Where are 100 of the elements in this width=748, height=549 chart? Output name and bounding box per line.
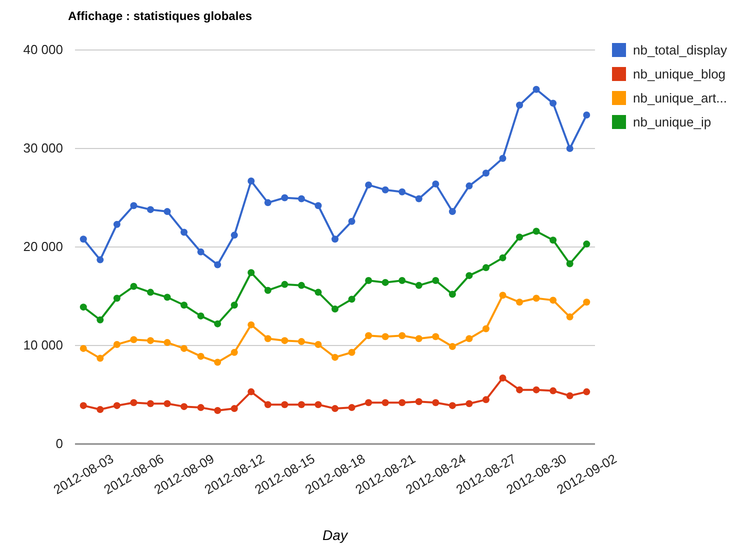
point xyxy=(448,402,456,410)
point xyxy=(466,400,473,408)
point xyxy=(332,306,338,313)
point xyxy=(516,386,524,394)
point xyxy=(398,188,406,196)
point xyxy=(566,145,574,152)
legend-label: nb_unique_ip xyxy=(633,114,712,130)
point xyxy=(298,401,305,408)
point xyxy=(365,181,372,188)
point xyxy=(230,232,238,239)
point xyxy=(398,399,406,406)
point xyxy=(499,292,506,299)
point xyxy=(230,302,238,309)
point xyxy=(432,333,440,340)
point xyxy=(281,194,288,202)
point xyxy=(298,282,305,289)
point xyxy=(348,404,356,412)
point xyxy=(80,402,87,410)
point xyxy=(516,298,524,306)
point xyxy=(482,264,490,272)
point xyxy=(432,180,440,188)
point xyxy=(230,405,238,412)
point xyxy=(583,298,590,306)
point xyxy=(96,256,104,264)
point xyxy=(415,282,422,289)
point xyxy=(398,332,406,340)
y-tick-label: 40 000 xyxy=(23,42,63,58)
point xyxy=(180,403,188,410)
point xyxy=(248,178,255,185)
point xyxy=(432,399,440,406)
point xyxy=(566,313,574,320)
point xyxy=(298,338,305,346)
point xyxy=(466,272,473,280)
legend-label: nb_total_display xyxy=(633,42,728,58)
point xyxy=(96,406,104,414)
point xyxy=(80,344,87,352)
point xyxy=(499,374,506,382)
point xyxy=(583,240,590,248)
point xyxy=(348,348,356,356)
y-tick-label: 10 000 xyxy=(23,338,63,353)
point xyxy=(482,170,490,177)
y-tick-label: 30 000 xyxy=(23,140,63,156)
point xyxy=(214,407,222,414)
point xyxy=(415,335,422,342)
point xyxy=(197,312,204,320)
point xyxy=(382,186,389,194)
point xyxy=(332,405,338,412)
point xyxy=(146,288,154,296)
point xyxy=(365,332,372,340)
point xyxy=(80,304,87,311)
point xyxy=(348,218,356,225)
point xyxy=(448,208,456,216)
point xyxy=(532,86,540,93)
point xyxy=(466,182,473,190)
point xyxy=(314,341,322,348)
point xyxy=(96,316,104,324)
point xyxy=(113,402,120,410)
point xyxy=(96,354,104,362)
point xyxy=(264,286,272,294)
point xyxy=(197,248,204,256)
point xyxy=(130,336,138,344)
point xyxy=(146,337,154,344)
point xyxy=(264,335,272,342)
point xyxy=(230,348,238,356)
point xyxy=(499,154,506,162)
point xyxy=(532,228,540,235)
point xyxy=(532,386,540,394)
point xyxy=(113,294,120,302)
point xyxy=(550,296,557,304)
point xyxy=(532,294,540,302)
point xyxy=(583,388,590,396)
point xyxy=(248,388,255,396)
point xyxy=(214,320,222,328)
point xyxy=(281,280,288,288)
point xyxy=(382,333,389,340)
point xyxy=(566,392,574,400)
point xyxy=(164,400,171,408)
point xyxy=(365,399,372,406)
y-tick-label: 0 xyxy=(56,436,63,452)
point xyxy=(466,335,473,342)
point xyxy=(448,342,456,350)
point xyxy=(113,341,120,348)
point xyxy=(248,269,255,276)
point xyxy=(332,354,338,361)
point xyxy=(130,202,138,210)
point xyxy=(130,399,138,406)
point xyxy=(197,352,204,360)
point xyxy=(314,202,322,210)
point xyxy=(130,282,138,290)
point xyxy=(298,195,305,202)
point xyxy=(566,260,574,268)
point xyxy=(415,398,422,406)
point xyxy=(432,276,440,284)
point xyxy=(113,220,120,228)
point xyxy=(382,278,389,286)
point xyxy=(164,208,171,216)
point xyxy=(214,358,222,366)
y-tick-label: 20 000 xyxy=(23,239,63,254)
point xyxy=(348,296,356,303)
point xyxy=(146,206,154,214)
